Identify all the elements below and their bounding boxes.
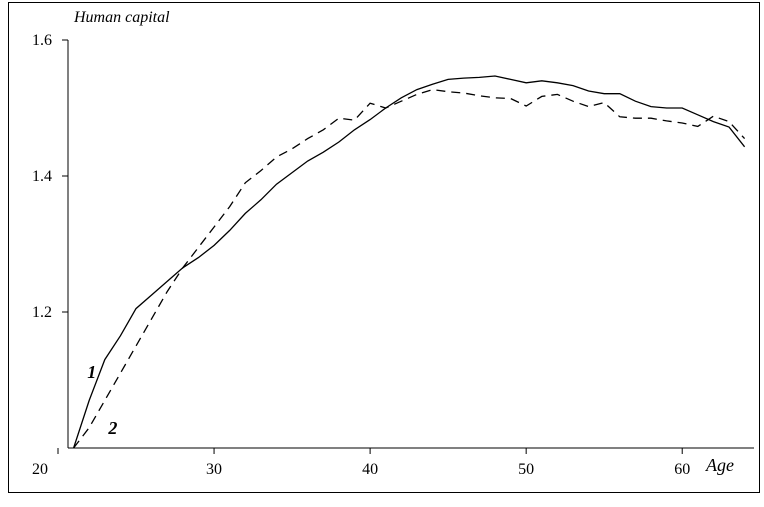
x-axis-label: Age bbox=[705, 455, 734, 475]
series-label: 1 bbox=[87, 362, 96, 382]
x-tick-label: 20 bbox=[32, 461, 48, 478]
x-tick-label: 60 bbox=[674, 461, 690, 478]
line-series bbox=[72, 75, 746, 449]
line-series bbox=[73, 88, 746, 449]
y-axis-label: Human capital bbox=[73, 9, 170, 26]
x-tick-label: 30 bbox=[206, 461, 222, 478]
y-tick-label: 1.6 bbox=[32, 32, 52, 49]
y-tick-label: 1.4 bbox=[32, 168, 52, 185]
x-tick-label: 50 bbox=[518, 461, 534, 478]
series-label: 2 bbox=[107, 418, 117, 438]
y-tick-label: 1.2 bbox=[32, 304, 52, 321]
frame bbox=[8, 2, 760, 493]
x-tick-label: 40 bbox=[362, 461, 378, 478]
